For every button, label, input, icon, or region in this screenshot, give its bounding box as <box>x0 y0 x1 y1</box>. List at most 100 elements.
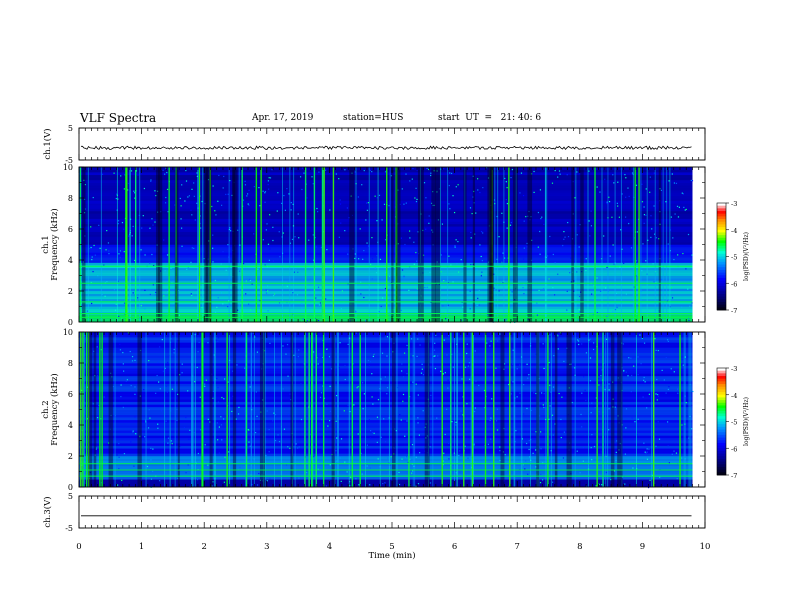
psd-speckle <box>361 184 363 186</box>
psd-speckle <box>105 249 107 251</box>
psd-speckle <box>379 258 382 261</box>
psd-speckle <box>657 393 659 396</box>
psd-speckle <box>589 338 591 340</box>
psd-speckle <box>147 427 150 429</box>
psd-speckle <box>413 241 415 243</box>
colorbar-cell <box>717 232 726 236</box>
psd-speckle <box>240 260 242 262</box>
sferic-streak <box>135 167 137 322</box>
psd-band <box>79 471 693 475</box>
psd-band <box>79 404 693 408</box>
sferic-streak <box>202 332 204 487</box>
psd-speckle <box>217 340 219 343</box>
psd-speckle <box>109 428 112 430</box>
sferic-streak <box>365 332 366 487</box>
psd-speckle <box>667 340 670 343</box>
psd-band <box>79 213 693 217</box>
psd-speckle <box>631 172 634 174</box>
psd-speckle <box>132 225 134 228</box>
psd-speckle <box>390 456 392 458</box>
psd-speckle <box>160 211 162 213</box>
psd-band <box>79 241 693 245</box>
psd-speckle <box>510 393 513 395</box>
psd-speckle <box>363 296 365 299</box>
psd-speckle <box>363 169 365 172</box>
psd-speckle <box>302 318 304 320</box>
psd-speckle <box>306 417 308 419</box>
psd-speckle <box>495 478 497 480</box>
psd-speckle <box>85 449 87 451</box>
psd-speckle <box>623 262 625 264</box>
psd-speckle <box>354 253 356 255</box>
psd-speckle <box>595 485 597 487</box>
psd-speckle <box>177 393 179 395</box>
psd-speckle <box>113 172 115 174</box>
psd-speckle <box>319 302 322 304</box>
psd-speckle <box>608 200 611 203</box>
psd-speckle <box>365 320 367 322</box>
dark-gap <box>177 332 180 487</box>
psd-speckle <box>318 304 321 306</box>
x-tick-label: 10 <box>700 542 711 552</box>
psd-speckle <box>567 221 569 224</box>
psd-band <box>79 479 693 483</box>
psd-speckle <box>317 468 319 470</box>
psd-speckle <box>402 400 404 402</box>
psd-speckle <box>196 366 198 369</box>
psd-speckle <box>133 278 135 280</box>
psd-speckle <box>415 456 417 458</box>
psd-speckle <box>131 235 133 237</box>
psd-speckle <box>185 416 187 419</box>
psd-speckle <box>643 222 645 224</box>
psd-speckle <box>151 253 153 256</box>
psd-speckle <box>298 477 300 479</box>
psd-speckle <box>557 176 559 178</box>
psd-speckle <box>353 404 355 406</box>
psd-band <box>79 437 693 441</box>
psd-speckle <box>216 422 218 424</box>
psd-speckle <box>441 223 444 225</box>
psd-speckle <box>633 286 635 288</box>
psd-band <box>79 169 693 173</box>
psd-speckle <box>487 443 490 445</box>
psd-speckle <box>563 304 565 306</box>
psd-band <box>79 291 693 294</box>
x-axis-label: Time (min) <box>368 550 415 561</box>
psd-speckle <box>225 269 227 271</box>
psd-band <box>79 334 693 338</box>
psd-speckle <box>191 214 193 216</box>
sferic-streak <box>491 167 493 322</box>
psd-speckle <box>269 214 271 216</box>
sferic-streak <box>198 167 199 322</box>
psd-speckle <box>218 452 220 454</box>
psd-speckle <box>155 392 157 394</box>
psd-speckle <box>540 473 542 476</box>
psd-speckle <box>656 378 658 381</box>
psd-speckle <box>486 342 488 344</box>
psd-speckle <box>411 472 413 474</box>
sferic-streak <box>116 167 118 322</box>
psd-speckle <box>272 239 274 242</box>
psd-speckle <box>591 434 593 436</box>
psd-speckle <box>262 239 264 241</box>
psd-speckle <box>682 193 684 195</box>
psd-speckle <box>438 188 441 190</box>
psd-speckle <box>681 424 683 426</box>
y-tick-label: -5 <box>65 524 73 533</box>
sferic-streak <box>198 167 201 322</box>
psd-speckle <box>446 408 448 410</box>
psd-speckle <box>82 261 84 263</box>
psd-speckle <box>383 418 385 420</box>
psd-speckle <box>474 407 476 409</box>
psd-speckle <box>222 251 224 253</box>
psd-speckle <box>651 228 653 230</box>
psd-speckle <box>422 229 424 232</box>
psd-speckle <box>370 263 372 266</box>
psd-speckle <box>84 183 86 186</box>
psd-speckle <box>669 250 671 252</box>
psd-speckle <box>397 249 399 251</box>
psd-band <box>79 221 693 225</box>
psd-speckle <box>401 363 403 365</box>
psd-band <box>79 252 693 256</box>
psd-speckle <box>417 422 419 424</box>
